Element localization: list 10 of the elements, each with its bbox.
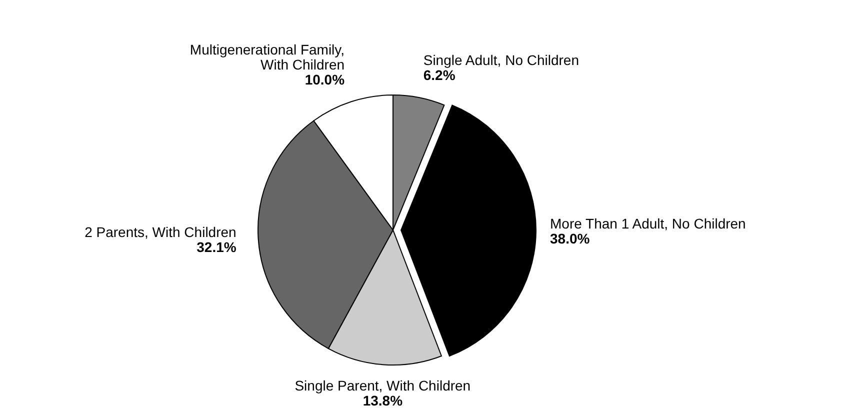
slice-label: Single Adult, No Children: [423, 52, 580, 68]
slice-label: Single Parent, With Children: [294, 378, 471, 394]
data-label: 38.0%: [550, 230, 590, 247]
slice-label: More Than 1 Adult, No Children: [550, 216, 746, 232]
slice-label: 2 Parents, With Children: [84, 224, 236, 240]
data-label: 13.8%: [362, 392, 404, 409]
data-label: 10.0%: [304, 72, 346, 88]
slice-label: Multigenerational Family, With Children: [190, 42, 345, 73]
data-label: 32.1%: [196, 239, 237, 256]
data-label: 6.2%: [423, 66, 456, 83]
